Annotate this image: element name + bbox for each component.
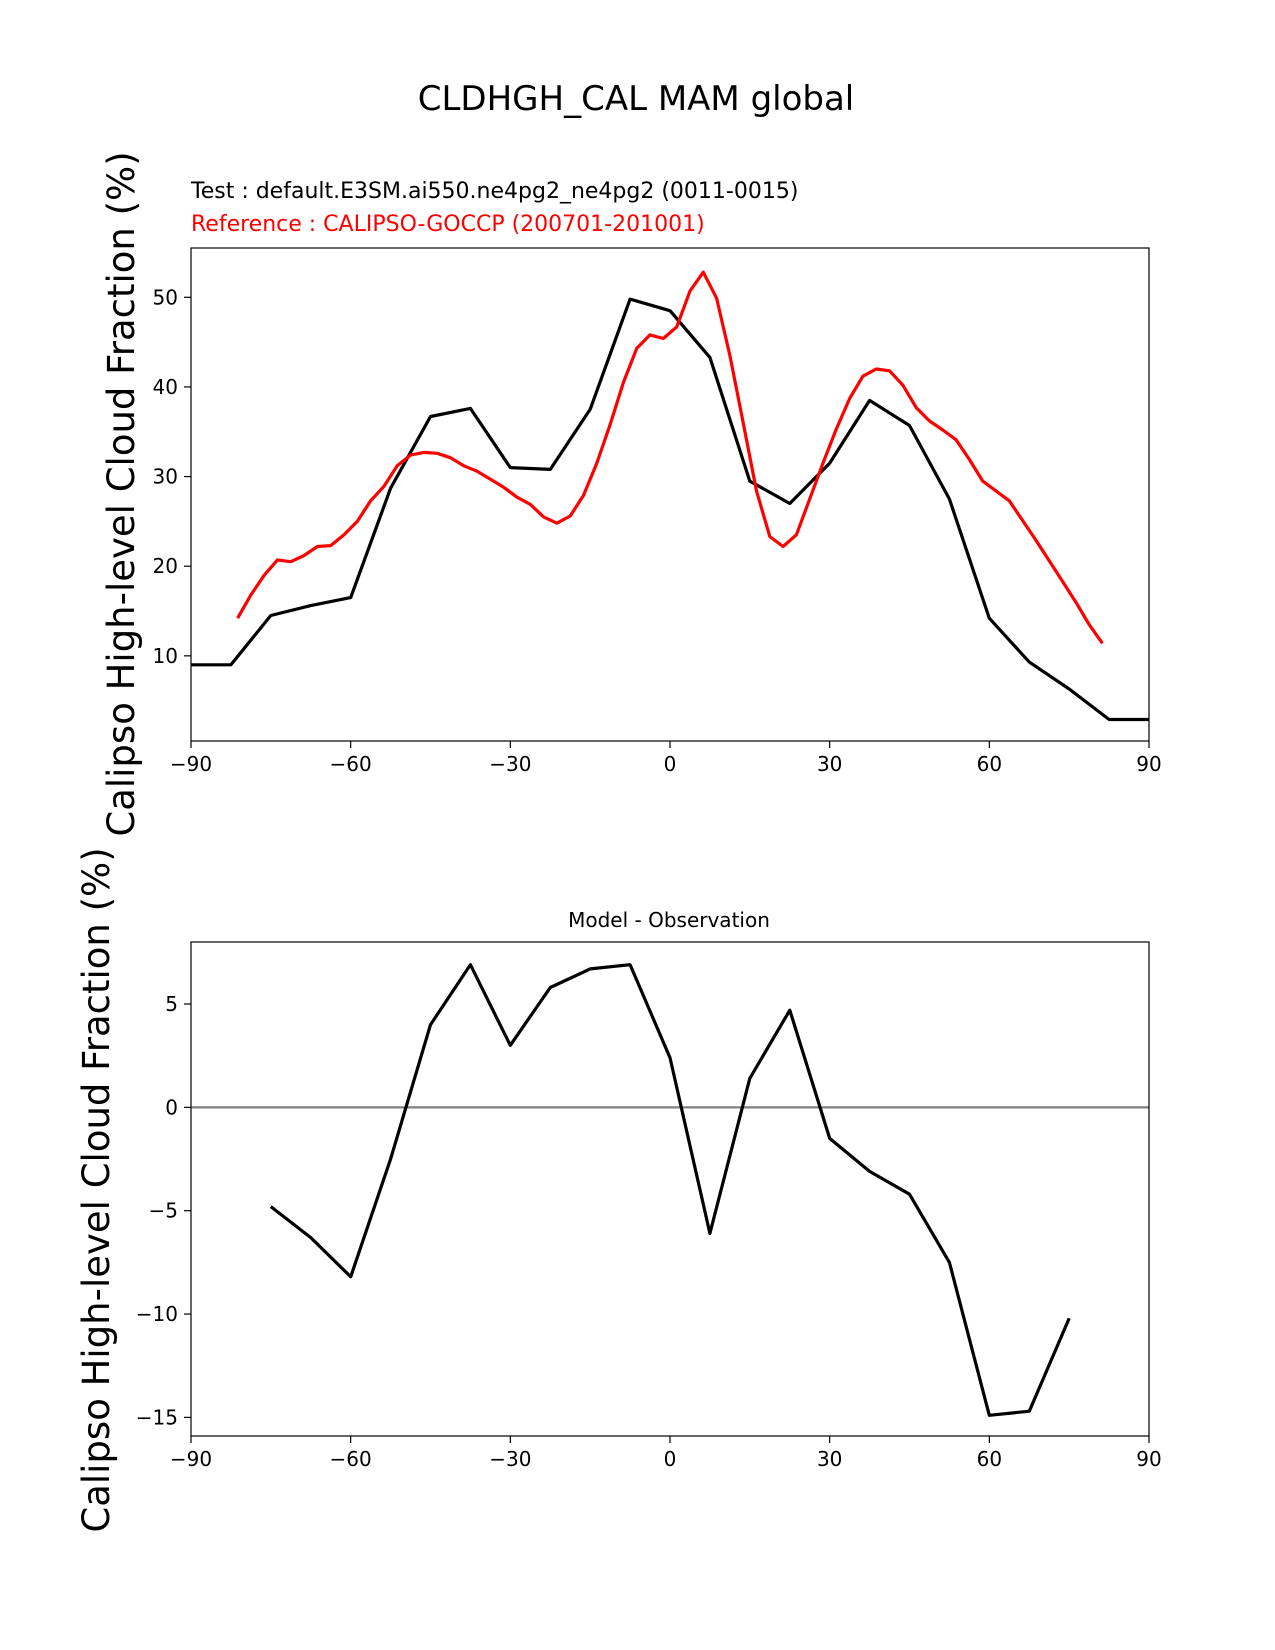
bottom-plot-frame: [190, 941, 1150, 1437]
top-y-tick-label: 40: [153, 375, 178, 399]
reference-label: Reference : CALIPSO-GOCCP (200701-201001…: [191, 212, 705, 237]
bottom-series-line-0: [269, 963, 1071, 1417]
figure-title: CLDHGH_CAL MAM global: [418, 79, 855, 119]
bottom-x-tick-label: −30: [489, 1447, 531, 1471]
bottom-x-tick-label: −60: [330, 1447, 372, 1471]
bottom-y-tick-label: −15: [136, 1405, 178, 1429]
top-y-axis-label: Calipso High-level Cloud Fraction (%): [100, 151, 143, 836]
top-series-line-1: [236, 270, 1104, 645]
bottom-x-tick-label: 0: [664, 1447, 677, 1471]
top-x-tick-label: −30: [489, 752, 531, 776]
top-y-tick-label: 10: [153, 644, 178, 668]
bottom-x-tick-label: −90: [170, 1447, 212, 1471]
bottom-x-tick-label: 90: [1136, 1447, 1161, 1471]
bottom-panel: −90 −60 −30 0 30 60 90 −15 −10 −5 0 5: [136, 941, 1162, 1471]
bottom-y-tick-label: 5: [165, 992, 178, 1016]
top-x-tick-label: −90: [170, 752, 212, 776]
top-y-tick-label: 20: [153, 554, 178, 578]
bottom-x-tick-label: 60: [977, 1447, 1002, 1471]
top-panel: −90 −60 −30 0 30 60 90 10 20 30 40 50: [153, 247, 1162, 776]
top-x-tick-label: 90: [1136, 752, 1161, 776]
bottom-y-axis-label: Calipso High-level Cloud Fraction (%): [75, 847, 118, 1532]
diff-panel-title: Model - Observation: [568, 908, 770, 932]
top-x-tick-label: 60: [977, 752, 1002, 776]
top-y-tick-label: 30: [153, 465, 178, 489]
bottom-x-tick-label: 30: [817, 1447, 842, 1471]
top-x-tick-label: 0: [664, 752, 677, 776]
top-plot-frame: [190, 247, 1150, 742]
top-x-tick-label: 30: [817, 752, 842, 776]
top-series-line-0: [191, 297, 1149, 722]
bottom-y-tick-label: 0: [165, 1095, 178, 1119]
test-label: Test : default.E3SM.ai550.ne4pg2_ne4pg2 …: [190, 179, 798, 204]
top-y-tick-label: 50: [153, 285, 178, 309]
top-x-tick-label: −60: [330, 752, 372, 776]
bottom-y-tick-label: −10: [136, 1302, 178, 1326]
bottom-y-tick-label: −5: [149, 1199, 178, 1223]
